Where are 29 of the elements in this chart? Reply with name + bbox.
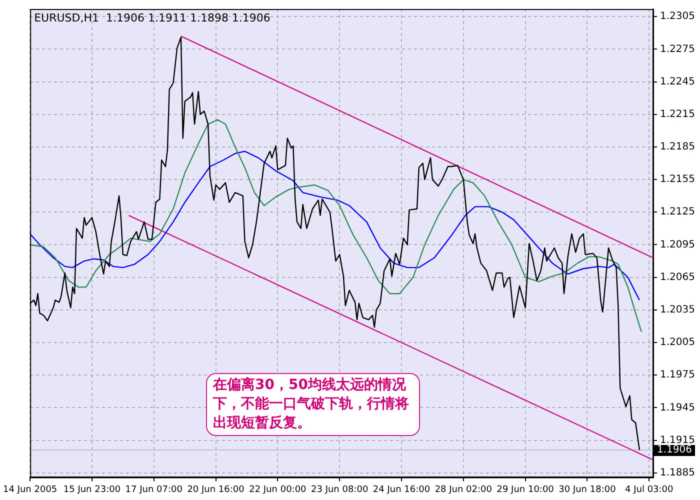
annotation: 在偏离30，50均线太远的情况下，不能一口气破下轨，行情将出现短暂反复。 [206, 373, 420, 436]
y-tick-label: 1.2275 [660, 44, 696, 55]
ref-line-label: 1.1906 [657, 444, 692, 456]
x-tick-label: 20 Jun 16:00 [187, 484, 245, 495]
y-tick-label: 1.2005 [660, 337, 696, 348]
x-tick-label: 23 Jun 08:00 [311, 484, 368, 495]
x-tick-label: 28 Jun 02:00 [434, 484, 492, 495]
x-tick-label: 17 Jun 07:00 [125, 484, 183, 495]
x-tick-label: 14 Jun 2005 [3, 484, 58, 495]
x-tick-label: 24 Jun 16:00 [372, 484, 430, 495]
y-tick-label: 1.2245 [660, 76, 696, 88]
chart-title: EURUSD,H1 1.1906 1.1911 1.1898 1.1906 [34, 11, 270, 24]
x-tick-label: 15 Jun 23:00 [63, 484, 121, 495]
y-tick-label: 1.1945 [660, 402, 696, 414]
y-tick-label: 1.2305 [660, 11, 696, 22]
y-tick-label: 1.1885 [660, 467, 696, 478]
y-tick-label: 1.1915 [660, 434, 696, 446]
y-tick-label: 1.2215 [660, 108, 696, 120]
x-tick-label: 4 Jul 03:00 [625, 484, 674, 495]
y-tick-label: 1.1975 [660, 370, 696, 381]
y-tick-label: 1.2155 [660, 174, 696, 186]
y-tick-label: 1.2125 [660, 206, 696, 218]
x-tick-label: 29 Jun 10:00 [496, 484, 554, 495]
y-tick-label: 1.2185 [660, 142, 696, 153]
x-tick-label: 22 Jun 00:00 [249, 484, 307, 495]
y-tick-label: 1.2035 [660, 304, 696, 316]
x-tick-label: 30 Jun 18:00 [558, 484, 616, 495]
y-tick-label: 1.2065 [660, 272, 696, 283]
y-tick-label: 1.2095 [660, 239, 696, 250]
